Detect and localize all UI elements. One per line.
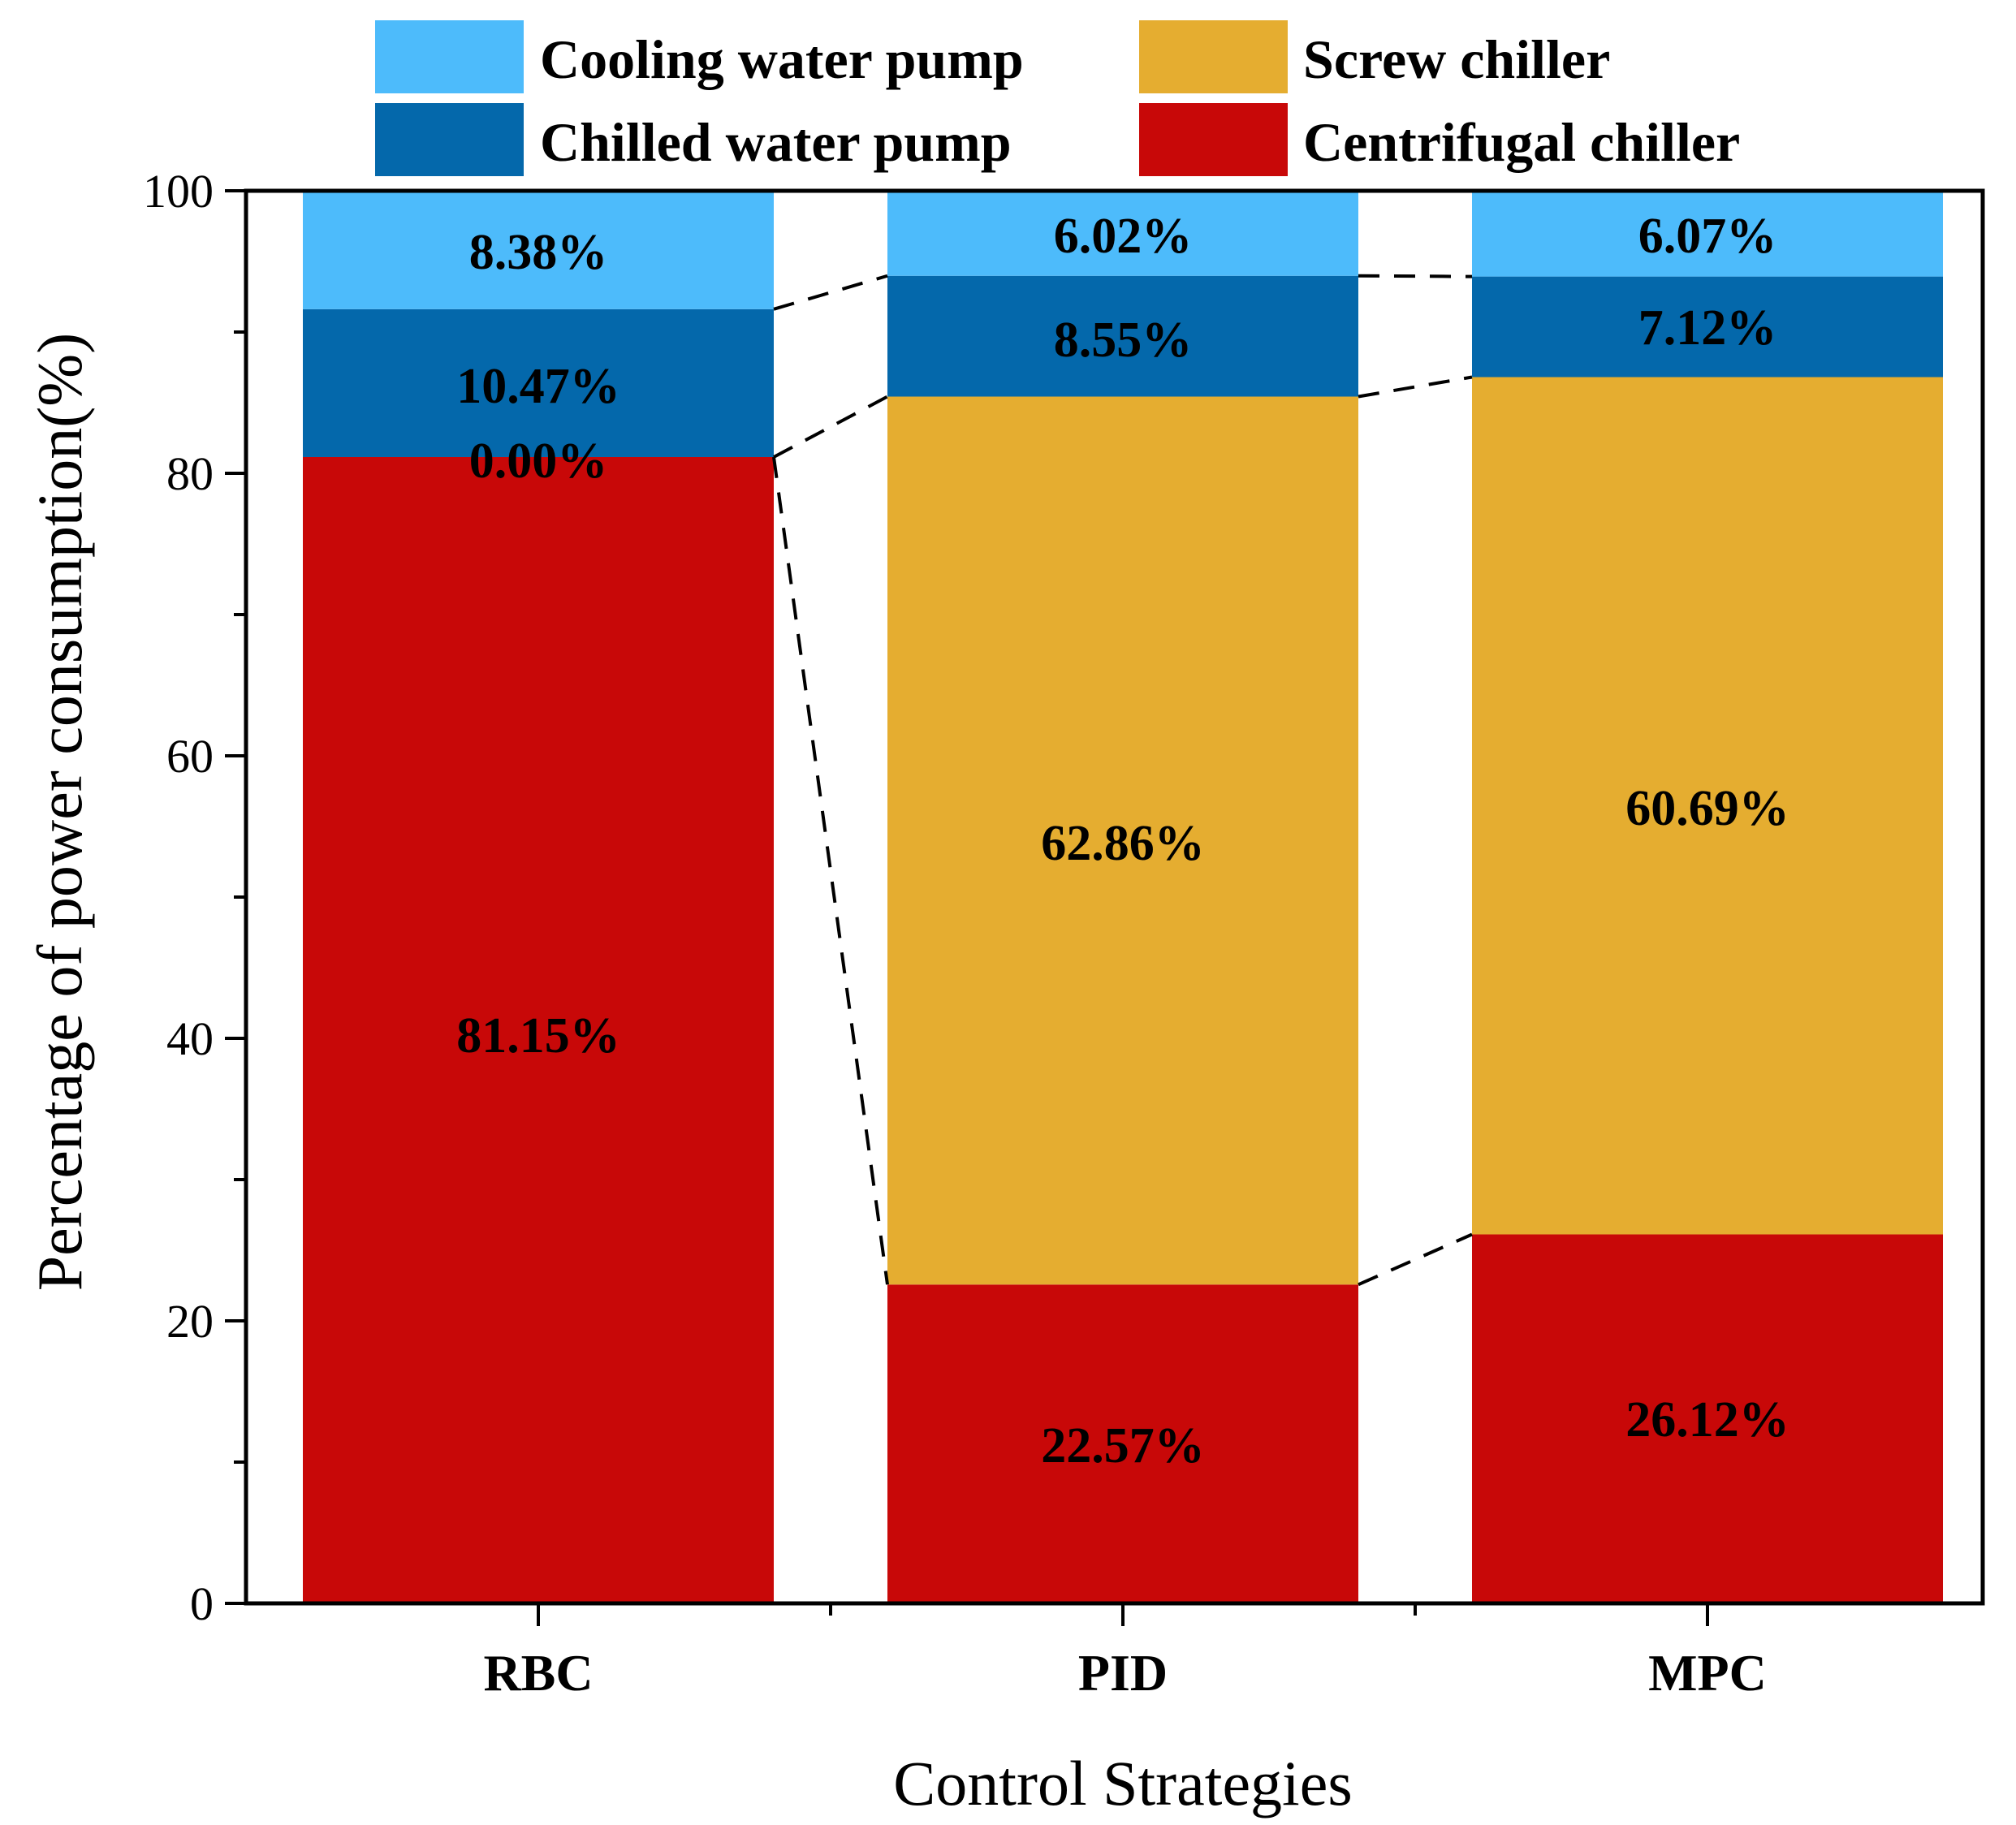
y-tick-label-40: 40 — [166, 1012, 214, 1065]
connector-line-1-2 — [1358, 375, 1473, 399]
y-tick-label-20: 20 — [166, 1295, 214, 1348]
legend-swatch-chilled-water-pump — [375, 103, 524, 176]
label-rbc-chilled-water-pump: 10.47% — [456, 359, 620, 414]
label-pid-screw-chiller: 62.86% — [1041, 816, 1205, 871]
legend-swatch-centrifugal-chiller — [1139, 103, 1288, 176]
bar-pid-cooling-water-pump — [887, 191, 1358, 276]
label-mpc-centrifugal-chiller: 26.12% — [1625, 1392, 1789, 1447]
axes-layer: 0 20 40 60 80 100 RBC PID MPC — [143, 165, 1985, 1702]
label-rbc-centrifugal-chiller: 81.15% — [456, 1008, 620, 1064]
label-pid-centrifugal-chiller: 22.57% — [1041, 1418, 1205, 1473]
bar-pid-chilled-water-pump — [887, 275, 1358, 397]
bar-rbc-chilled-water-pump — [303, 308, 774, 457]
label-rbc-cooling-water-pump: 8.38% — [469, 225, 608, 280]
label-rbc-screw-chiller: 0.00% — [469, 434, 608, 489]
bar-rbc-centrifugal-chiller — [303, 456, 774, 1603]
connector-line-0-2 — [773, 395, 888, 459]
y-tick-label-100: 100 — [143, 165, 214, 218]
x-tick-label-pid: PID — [1078, 1644, 1168, 1702]
bar-mpc-chilled-water-pump — [1472, 276, 1943, 378]
bars-layer — [303, 191, 1943, 1603]
bar-mpc-centrifugal-chiller — [1472, 1234, 1943, 1603]
legend: Cooling water pump Screw chiller Chilled w… — [375, 20, 1740, 176]
y-tick-label-0: 0 — [190, 1577, 214, 1630]
connector-line-1-3 — [1358, 274, 1473, 278]
legend-label-chilled-water-pump: Chilled water pump — [540, 111, 1012, 173]
connector-line-0-1 — [772, 456, 889, 1285]
label-pid-cooling-water-pump: 6.02% — [1054, 209, 1193, 264]
bar-pid-screw-chiller — [887, 396, 1358, 1285]
bar-pid-centrifugal-chiller — [887, 1284, 1358, 1603]
bar-mpc-cooling-water-pump — [1472, 191, 1943, 277]
legend-label-screw-chiller: Screw chiller — [1303, 28, 1610, 90]
connector-line-1-1 — [1358, 1232, 1473, 1287]
x-tick-label-rbc: RBC — [483, 1644, 593, 1702]
legend-swatch-cooling-water-pump — [375, 20, 524, 93]
y-tick-label-60: 60 — [166, 730, 214, 783]
segment-labels-layer: 81.15% 22.57% 26.12% 0.00% 62.86% 60.69% 10.47… — [456, 209, 1789, 1473]
y-axis-title: Percentage of power consumption(%) — [24, 333, 95, 1291]
legend-label-cooling-water-pump: Cooling water pump — [540, 28, 1024, 90]
x-axis-title: Control Strategies — [893, 1748, 1352, 1819]
y-tick-label-80: 80 — [166, 447, 214, 500]
legend-swatch-screw-chiller — [1139, 20, 1288, 93]
label-mpc-cooling-water-pump: 6.07% — [1638, 209, 1777, 264]
label-mpc-chilled-water-pump: 7.12% — [1638, 300, 1777, 356]
x-tick-label-mpc: MPC — [1648, 1644, 1767, 1702]
label-pid-chilled-water-pump: 8.55% — [1054, 313, 1193, 368]
connector-lines-layer — [772, 274, 1473, 1287]
label-mpc-screw-chiller: 60.69% — [1625, 781, 1789, 836]
connector-line-0-3 — [773, 274, 888, 311]
bar-mpc-screw-chiller — [1472, 377, 1943, 1235]
bar-rbc-cooling-water-pump — [303, 191, 774, 309]
legend-label-centrifugal-chiller: Centrifugal chiller — [1303, 111, 1740, 173]
